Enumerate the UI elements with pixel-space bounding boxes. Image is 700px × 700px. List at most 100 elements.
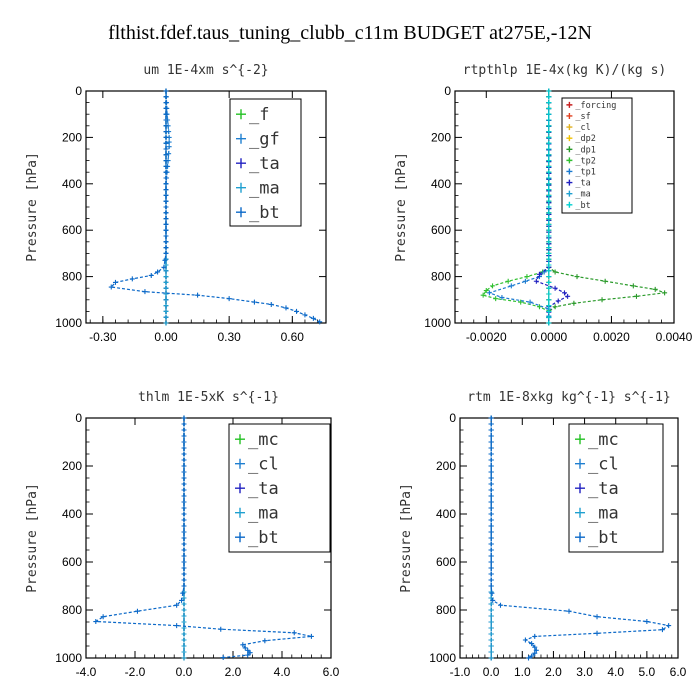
data-point: [163, 303, 169, 309]
chart-panel-2: rtpthlp 1E-4x(kg K)/(kg s) -0.0020 0.0000 0…: [394, 63, 693, 344]
data-point: [488, 457, 494, 463]
data-point: [488, 631, 494, 637]
data-point: [490, 283, 496, 289]
data-point: [594, 614, 600, 620]
data-point: [546, 187, 552, 193]
data-point: [488, 475, 494, 481]
data-point: [291, 630, 297, 636]
legend-marker: [566, 157, 573, 164]
data-point: [310, 315, 316, 321]
data-point: [546, 221, 552, 227]
data-point: [181, 415, 187, 421]
chart-panel-1: um 1E-4xm s^{-2} -0.30 0.00 0.30 0.60 0 200 400…: [25, 63, 327, 344]
y-axis-label: Pressure [hPa]: [25, 483, 40, 593]
data-point: [163, 210, 169, 216]
data-point: [488, 421, 494, 427]
x-tick-label: 0.0: [176, 665, 193, 679]
legend-label: _bt: [248, 528, 279, 548]
data-point: [633, 293, 639, 299]
data-point: [174, 623, 180, 629]
data-point: [220, 655, 226, 661]
data-point: [546, 158, 552, 164]
x-tick-label: 0.0: [483, 665, 500, 679]
legend-label: _forcing: [575, 101, 616, 111]
data-point: [508, 283, 514, 289]
legend-marker: [236, 207, 246, 218]
data-point: [546, 175, 552, 181]
series-bt: [488, 415, 672, 661]
legend-label: _mc: [588, 430, 619, 450]
data-point: [488, 655, 494, 661]
legend-label: _tp1: [575, 167, 595, 177]
data-point: [163, 169, 169, 175]
data-point: [181, 421, 187, 427]
legend-marker: [236, 182, 246, 193]
panel-title: rtm 1E-8xkg kg^{-1} s^{-1}: [467, 390, 671, 405]
x-tick-label: 0.60: [281, 330, 305, 344]
data-point: [163, 308, 169, 314]
y-tick-label: 0: [444, 84, 451, 98]
data-point: [218, 626, 224, 632]
data-point: [163, 314, 169, 320]
data-point: [181, 553, 187, 559]
data-point: [571, 300, 577, 306]
data-point: [163, 256, 169, 262]
legend-marker: [236, 133, 246, 144]
data-point: [488, 487, 494, 493]
data-point: [546, 291, 552, 297]
x-tick-label: 0.30: [217, 330, 241, 344]
data-point: [552, 304, 558, 310]
data-point: [163, 152, 169, 158]
panel-title: um 1E-4xm s^{-2}: [143, 63, 268, 78]
data-point: [163, 250, 169, 256]
data-point: [480, 292, 486, 298]
x-tick-label: -4.0: [76, 665, 97, 679]
data-point: [155, 269, 161, 275]
x-tick-label: 0.0000: [531, 330, 568, 344]
data-point: [181, 523, 187, 529]
legend-label: _ta: [249, 154, 280, 174]
legend-label: _ta: [588, 479, 619, 499]
data-point: [546, 227, 552, 233]
data-point: [179, 597, 185, 603]
y-tick-label: 1000: [55, 651, 82, 665]
data-point: [181, 601, 187, 607]
legend-label: _bt: [588, 528, 619, 548]
data-point: [505, 278, 511, 284]
x-tick-label: 5.0: [639, 665, 656, 679]
data-point: [546, 303, 552, 309]
data-point: [163, 221, 169, 227]
data-point: [493, 296, 499, 302]
data-point: [552, 269, 558, 275]
data-point: [532, 650, 538, 656]
data-point: [181, 655, 187, 661]
data-point: [546, 198, 552, 204]
data-point: [488, 451, 494, 457]
data-point: [546, 204, 552, 210]
legend-marker: [236, 158, 246, 169]
data-point: [181, 535, 187, 541]
data-point: [262, 638, 268, 644]
x-tick-label: 1.0: [514, 665, 531, 679]
data-point: [166, 151, 172, 157]
data-point: [529, 653, 535, 659]
data-point: [163, 268, 169, 274]
data-point: [181, 613, 187, 619]
data-point: [666, 623, 672, 629]
data-point: [552, 285, 558, 291]
y-tick-label: 200: [62, 459, 82, 473]
legend-label: _dp2: [575, 134, 595, 144]
data-point: [526, 655, 532, 661]
data-point: [129, 276, 135, 282]
y-tick-label: 1000: [55, 316, 82, 330]
data-point: [546, 105, 552, 111]
legend-label: _ma: [248, 504, 279, 524]
data-point: [486, 290, 492, 296]
y-axis-label: Pressure [hPa]: [394, 152, 409, 262]
data-point: [488, 523, 494, 529]
data-point: [488, 535, 494, 541]
data-point: [532, 644, 538, 650]
data-point: [181, 631, 187, 637]
legend-marker: [236, 109, 246, 120]
data-point: [488, 481, 494, 487]
